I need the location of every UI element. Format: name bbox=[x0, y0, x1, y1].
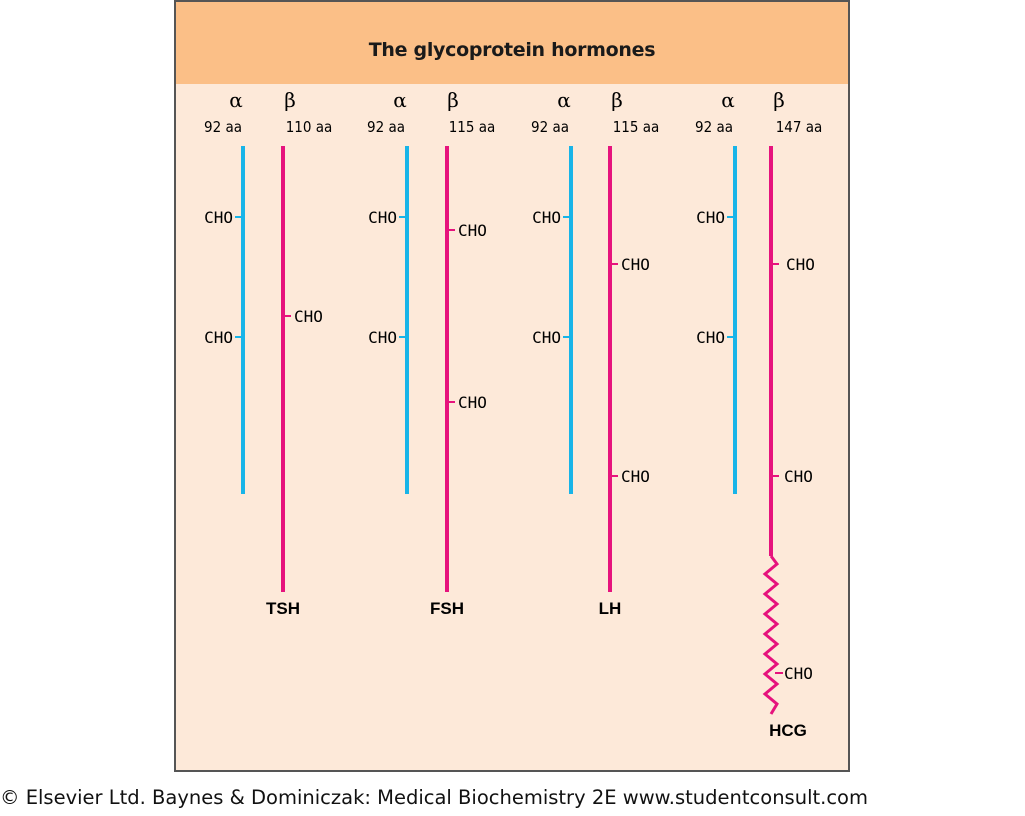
tsh-label: TSH bbox=[266, 599, 300, 618]
hormone-tsh: α β 92 aa 110 aa CHO CHO CHO TSH bbox=[204, 88, 332, 618]
tsh-alpha-symbol: α bbox=[229, 88, 243, 112]
tsh-beta-cho-label: CHO bbox=[294, 307, 323, 326]
tsh-beta-length: 110 aa bbox=[286, 118, 333, 136]
lh-beta-cho-label: CHO bbox=[621, 255, 650, 274]
title-bar bbox=[176, 2, 848, 84]
fsh-alpha-cho-label: CHO bbox=[368, 208, 397, 227]
diagram-panel: The glycoprotein hormones bbox=[174, 0, 850, 772]
lh-beta-cho-label: CHO bbox=[621, 467, 650, 486]
hcg-ctp-tail bbox=[762, 555, 780, 715]
fsh-alpha-cho-label: CHO bbox=[368, 328, 397, 347]
fsh-beta-length: 115 aa bbox=[449, 118, 496, 136]
fsh-alpha-symbol: α bbox=[393, 88, 407, 112]
lh-alpha-length: 92 aa bbox=[531, 118, 569, 136]
hcg-alpha-length: 92 aa bbox=[695, 118, 733, 136]
fsh-alpha-length: 92 aa bbox=[367, 118, 405, 136]
hcg-alpha-symbol: α bbox=[721, 88, 735, 112]
hcg-alpha-cho-label: CHO bbox=[696, 208, 725, 227]
hcg-beta-length: 147 aa bbox=[776, 118, 823, 136]
lh-alpha-cho-label: CHO bbox=[532, 328, 561, 347]
hcg-beta-symbol: β bbox=[773, 88, 785, 112]
hcg-alpha-cho-label: CHO bbox=[696, 328, 725, 347]
fsh-beta-cho-label: CHO bbox=[458, 393, 487, 412]
tsh-alpha-length: 92 aa bbox=[204, 118, 242, 136]
lh-beta-symbol: β bbox=[611, 88, 623, 112]
lh-label: LH bbox=[599, 599, 622, 618]
lh-alpha-cho-label: CHO bbox=[532, 208, 561, 227]
hcg-beta-cho-label: CHO bbox=[784, 664, 813, 683]
lh-alpha-symbol: α bbox=[557, 88, 571, 112]
lh-beta-length: 115 aa bbox=[613, 118, 660, 136]
copyright-notice: © Elsevier Ltd. Baynes & Dominiczak: Med… bbox=[0, 786, 868, 809]
hormone-lh: α β 92 aa 115 aa CHO CHO CHO CHO LH bbox=[531, 88, 659, 618]
tsh-alpha-cho-label: CHO bbox=[204, 208, 233, 227]
hormone-fsh: α β 92 aa 115 aa CHO CHO CHO CHO FSH bbox=[367, 88, 495, 618]
fsh-beta-symbol: β bbox=[447, 88, 459, 112]
hcg-beta-cho-label: CHO bbox=[784, 467, 813, 486]
hormone-hcg: α β 92 aa 147 aa CHO CHO CHO CHO CHO HCG bbox=[695, 88, 822, 740]
glycoprotein-chains: α β 92 aa 110 aa CHO CHO CHO TSH α β 92 … bbox=[204, 88, 822, 740]
fsh-beta-cho-label: CHO bbox=[458, 221, 487, 240]
tsh-beta-symbol: β bbox=[284, 88, 296, 112]
hcg-label: HCG bbox=[769, 721, 807, 740]
diagram-title: The glycoprotein hormones bbox=[368, 39, 656, 61]
hcg-beta-cho-label: CHO bbox=[786, 255, 815, 274]
fsh-label: FSH bbox=[430, 599, 464, 618]
tsh-alpha-cho-label: CHO bbox=[204, 328, 233, 347]
